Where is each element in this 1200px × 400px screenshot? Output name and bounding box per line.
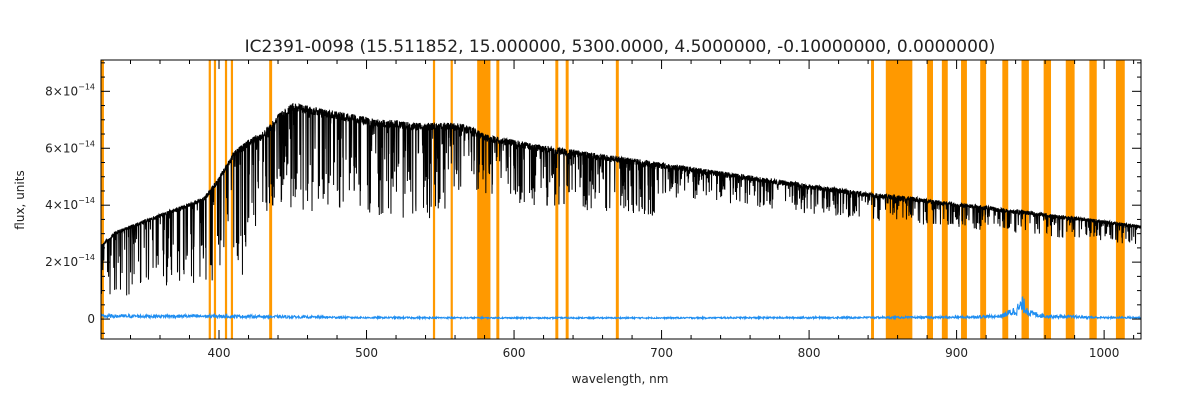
masked-region-layer: [101, 60, 1125, 339]
flux-series-line: [100, 102, 1142, 296]
masked-region: [496, 60, 500, 339]
y-tick-label: 2×10−14: [45, 253, 95, 269]
y-tick-label: 6×10−14: [45, 139, 95, 155]
x-tick-label: 600: [503, 346, 526, 360]
masked-region: [450, 60, 453, 339]
masked-region: [1089, 60, 1097, 339]
x-tick-label: 700: [650, 346, 673, 360]
masked-region: [269, 60, 273, 339]
masked-region: [230, 60, 234, 339]
masked-region: [1002, 60, 1009, 339]
y-axis-label: flux, units: [13, 170, 27, 229]
masked-region: [224, 60, 228, 339]
masked-region: [1115, 60, 1125, 339]
masked-region: [213, 60, 217, 339]
masked-region: [477, 60, 491, 339]
x-tick-label: 900: [945, 346, 968, 360]
x-tick-label: 800: [798, 346, 821, 360]
masked-region: [1043, 60, 1052, 339]
masked-region: [871, 60, 874, 339]
y-tick-label: 0: [87, 312, 95, 326]
axes-layer: 400 500 600 700 800 900 1000 0 2×10−14 4×10−14 6×1…: [45, 59, 1142, 360]
masked-region: [961, 60, 967, 339]
chart-title: IC2391-0098 (15.511852, 15.000000, 5300.…: [245, 37, 996, 57]
masked-region: [565, 60, 569, 339]
x-tick-label: 1000: [1089, 346, 1120, 360]
masked-region: [941, 60, 948, 339]
masked-region: [1065, 60, 1075, 339]
masked-region: [615, 60, 619, 339]
x-tick-label: 400: [208, 346, 231, 360]
masked-region: [101, 60, 104, 339]
x-tick-label: 500: [355, 346, 378, 360]
x-axis-label: wavelength, nm: [572, 372, 669, 386]
masked-region: [1021, 60, 1029, 339]
masked-region: [555, 60, 559, 339]
masked-region: [980, 60, 987, 339]
error-series-line: [100, 295, 1142, 321]
series-layer: [100, 102, 1142, 321]
y-tick-label: 4×10−14: [45, 196, 95, 212]
y-tick-label: 8×10−14: [45, 82, 95, 98]
plot-frame: [100, 59, 1142, 340]
masked-region: [432, 60, 436, 339]
